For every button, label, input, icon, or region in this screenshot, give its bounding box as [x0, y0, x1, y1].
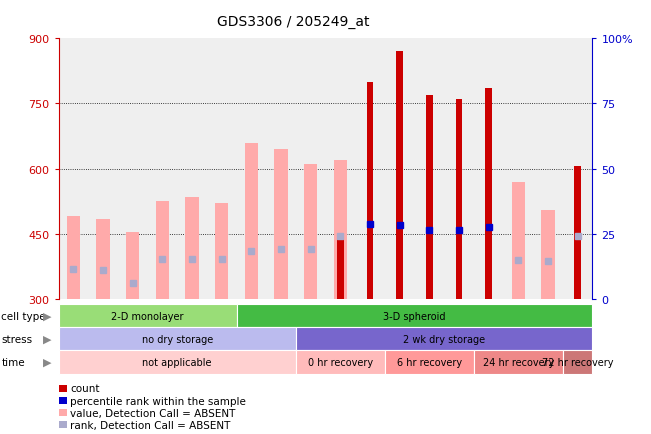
Text: 72 hr recovery: 72 hr recovery [542, 357, 613, 367]
Text: value, Detection Call = ABSENT: value, Detection Call = ABSENT [70, 408, 236, 418]
Bar [396, 52, 403, 299]
Bar [274, 150, 288, 299]
Bar [444, 39, 474, 299]
Text: cell type: cell type [1, 311, 46, 321]
Bar [266, 39, 296, 299]
Text: 24 hr recovery: 24 hr recovery [482, 357, 554, 367]
Bar [334, 161, 347, 299]
Bar [304, 165, 317, 299]
Text: not applicable: not applicable [143, 357, 212, 367]
Bar [296, 39, 326, 299]
Bar [512, 182, 525, 299]
Bar [562, 39, 592, 299]
Text: ▶: ▶ [42, 334, 51, 344]
Bar [245, 143, 258, 299]
Text: time: time [1, 357, 25, 367]
Bar [215, 204, 229, 299]
Bar [367, 82, 373, 299]
Text: 2 wk dry storage: 2 wk dry storage [403, 334, 485, 344]
Text: ▶: ▶ [42, 311, 51, 321]
Text: ▶: ▶ [42, 357, 51, 367]
Bar [59, 39, 89, 299]
Bar [385, 39, 415, 299]
Text: no dry storage: no dry storage [141, 334, 213, 344]
Bar [533, 39, 562, 299]
Bar [485, 89, 492, 299]
Text: stress: stress [1, 334, 33, 344]
Bar [337, 239, 344, 299]
Bar [156, 202, 169, 299]
Bar [574, 167, 581, 299]
Bar [96, 219, 110, 299]
Bar [456, 100, 462, 299]
Bar [177, 39, 207, 299]
Text: GDS3306 / 205249_at: GDS3306 / 205249_at [217, 15, 369, 29]
Bar [355, 39, 385, 299]
Bar [474, 39, 503, 299]
Bar [426, 95, 433, 299]
Bar [118, 39, 148, 299]
Text: 0 hr recovery: 0 hr recovery [308, 357, 373, 367]
Bar [67, 217, 80, 299]
Text: count: count [70, 384, 100, 393]
Bar [503, 39, 533, 299]
Bar [326, 39, 355, 299]
Bar [89, 39, 118, 299]
Text: 2-D monolayer: 2-D monolayer [111, 311, 184, 321]
Bar [236, 39, 266, 299]
Bar [148, 39, 177, 299]
Bar [207, 39, 236, 299]
Text: 3-D spheroid: 3-D spheroid [383, 311, 446, 321]
Text: rank, Detection Call = ABSENT: rank, Detection Call = ABSENT [70, 420, 230, 430]
Text: percentile rank within the sample: percentile rank within the sample [70, 396, 246, 405]
Bar [415, 39, 444, 299]
Bar [126, 232, 139, 299]
Bar [541, 210, 555, 299]
Text: 6 hr recovery: 6 hr recovery [396, 357, 462, 367]
Bar [186, 197, 199, 299]
